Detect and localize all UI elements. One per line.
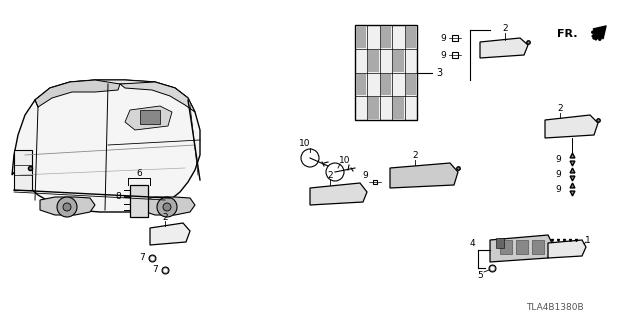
Bar [356, 74, 366, 95]
Polygon shape [120, 82, 195, 112]
Text: 9: 9 [440, 34, 446, 43]
Circle shape [157, 197, 177, 217]
Bar [381, 74, 391, 95]
Polygon shape [12, 80, 200, 212]
Text: TLA4B1380B: TLA4B1380B [526, 303, 584, 313]
Bar [140, 110, 160, 124]
Text: 2: 2 [557, 103, 563, 113]
Text: 9: 9 [555, 170, 561, 179]
Text: 9: 9 [555, 185, 561, 194]
Circle shape [301, 149, 319, 167]
Text: 9: 9 [362, 171, 368, 180]
Polygon shape [490, 235, 552, 262]
Bar [130, 185, 148, 217]
Text: 2: 2 [162, 212, 168, 221]
Polygon shape [40, 197, 95, 215]
Text: 9: 9 [555, 155, 561, 164]
Text: 10: 10 [339, 156, 351, 164]
Polygon shape [548, 240, 586, 258]
Polygon shape [310, 183, 367, 205]
Circle shape [163, 203, 171, 211]
Text: 7: 7 [139, 253, 145, 262]
Polygon shape [545, 115, 598, 138]
Bar [496, 238, 504, 248]
Bar [355, 25, 417, 120]
Text: 3: 3 [436, 68, 442, 77]
Text: 2: 2 [327, 171, 333, 180]
Circle shape [326, 163, 344, 181]
Text: 2: 2 [502, 23, 508, 33]
Bar [14, 150, 32, 190]
Text: 10: 10 [300, 139, 311, 148]
Bar [369, 97, 379, 119]
Text: 2: 2 [412, 150, 418, 159]
Bar [393, 97, 404, 119]
Bar [356, 26, 366, 48]
Text: 1: 1 [585, 236, 591, 244]
Text: 6: 6 [136, 169, 142, 178]
Bar [369, 50, 379, 71]
Circle shape [57, 197, 77, 217]
Text: 5: 5 [477, 270, 483, 279]
Bar [516, 240, 528, 254]
Polygon shape [140, 197, 195, 215]
Polygon shape [35, 80, 188, 103]
Text: 8: 8 [115, 191, 121, 201]
Text: 4: 4 [469, 238, 475, 247]
Bar [381, 26, 391, 48]
Bar [406, 74, 416, 95]
Bar [393, 50, 404, 71]
Text: 7: 7 [152, 266, 158, 275]
Text: FR.: FR. [557, 29, 578, 39]
Polygon shape [390, 163, 458, 188]
Text: 9: 9 [440, 51, 446, 60]
Polygon shape [150, 223, 190, 245]
FancyArrowPatch shape [592, 26, 606, 40]
Circle shape [63, 203, 71, 211]
Bar [500, 240, 512, 254]
Bar [532, 240, 544, 254]
Bar [406, 26, 416, 48]
Polygon shape [125, 106, 172, 130]
Polygon shape [480, 38, 528, 58]
Polygon shape [35, 80, 120, 107]
